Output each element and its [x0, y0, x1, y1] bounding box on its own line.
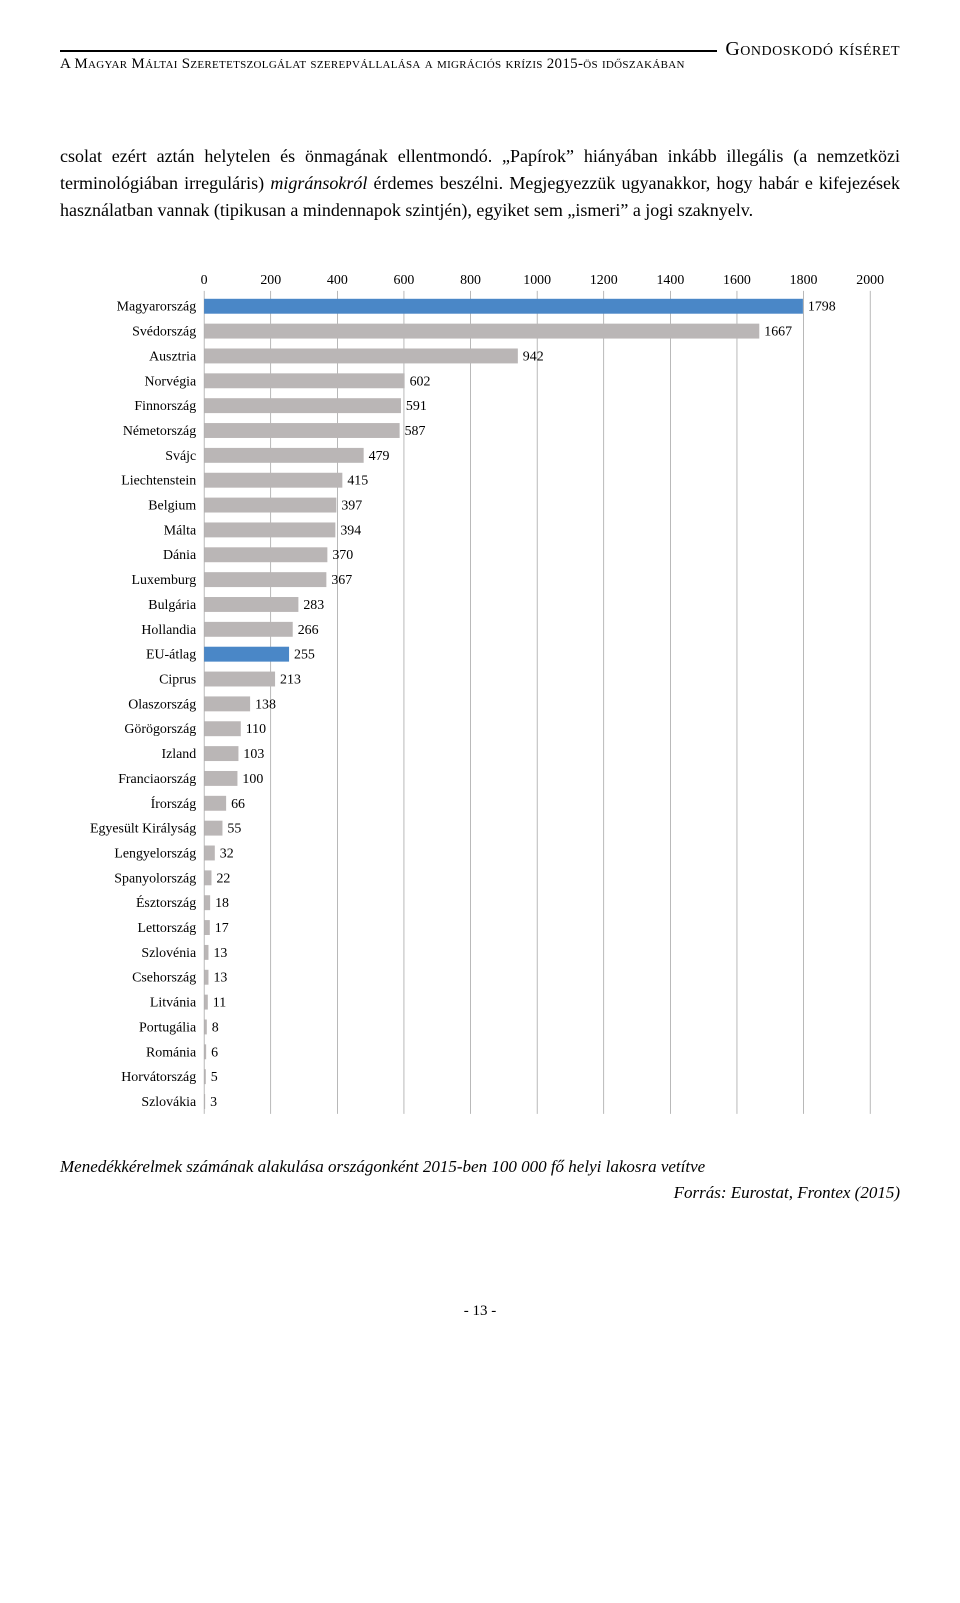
- svg-text:110: 110: [246, 722, 266, 737]
- svg-text:367: 367: [331, 573, 352, 588]
- svg-text:Írország: Írország: [151, 795, 197, 812]
- svg-text:Lettország: Lettország: [138, 921, 197, 936]
- svg-text:Németország: Németország: [123, 424, 196, 439]
- svg-text:100: 100: [242, 772, 263, 787]
- svg-text:Hollandia: Hollandia: [141, 623, 196, 638]
- svg-text:Románia: Románia: [146, 1045, 196, 1060]
- svg-text:Svájc: Svájc: [165, 449, 196, 464]
- italic-term: migránsokról: [270, 173, 367, 193]
- svg-text:Olaszország: Olaszország: [128, 697, 196, 712]
- svg-text:18: 18: [215, 896, 229, 911]
- header-rule: Gondoskodó kíséret: [60, 50, 900, 52]
- svg-text:22: 22: [216, 871, 230, 886]
- svg-text:1667: 1667: [764, 325, 792, 340]
- header-title: Gondoskodó kíséret: [717, 38, 900, 61]
- svg-text:Görögország: Görögország: [124, 722, 196, 737]
- svg-text:Litvánia: Litvánia: [150, 996, 196, 1011]
- svg-text:415: 415: [347, 474, 368, 489]
- svg-text:Portugália: Portugália: [139, 1020, 196, 1035]
- svg-text:Horvátország: Horvátország: [121, 1070, 196, 1085]
- svg-text:370: 370: [332, 548, 353, 563]
- svg-text:283: 283: [303, 598, 324, 613]
- svg-text:11: 11: [213, 996, 226, 1011]
- svg-text:1600: 1600: [723, 273, 751, 288]
- svg-text:Észtország: Észtország: [136, 894, 196, 911]
- svg-text:255: 255: [294, 648, 315, 663]
- svg-text:Ausztria: Ausztria: [149, 349, 196, 364]
- chart-source: Forrás: Eurostat, Frontex (2015): [60, 1183, 900, 1203]
- svg-text:942: 942: [523, 349, 544, 364]
- svg-text:Lengyelország: Lengyelország: [114, 846, 196, 861]
- svg-text:1200: 1200: [590, 273, 618, 288]
- svg-text:EU-átlag: EU-átlag: [146, 648, 196, 663]
- svg-text:13: 13: [213, 971, 227, 986]
- svg-text:Luxemburg: Luxemburg: [132, 573, 197, 588]
- svg-text:Izland: Izland: [161, 747, 196, 762]
- svg-text:17: 17: [215, 921, 229, 936]
- svg-text:1800: 1800: [790, 273, 818, 288]
- svg-text:0: 0: [201, 273, 208, 288]
- svg-text:Szlovénia: Szlovénia: [141, 946, 196, 961]
- svg-text:6: 6: [211, 1045, 218, 1060]
- svg-text:266: 266: [298, 623, 319, 638]
- svg-text:5: 5: [211, 1070, 218, 1085]
- chart-svg: 0 200 400 600 800 1000 1200 1400 1600 1800 2000 Mag…: [60, 264, 900, 1124]
- svg-text:Spanyolország: Spanyolország: [114, 871, 196, 886]
- svg-text:Bulgária: Bulgária: [148, 598, 196, 613]
- svg-text:479: 479: [369, 449, 390, 464]
- svg-text:587: 587: [405, 424, 426, 439]
- svg-text:Egyesült Királyság: Egyesült Királyság: [90, 822, 196, 837]
- svg-text:2000: 2000: [856, 273, 884, 288]
- svg-text:400: 400: [327, 273, 348, 288]
- svg-text:Norvégia: Norvégia: [144, 374, 196, 389]
- page-number: - 13 -: [60, 1303, 900, 1320]
- svg-text:1000: 1000: [523, 273, 551, 288]
- svg-text:600: 600: [394, 273, 415, 288]
- svg-text:591: 591: [406, 399, 427, 414]
- svg-text:1798: 1798: [808, 300, 836, 315]
- svg-text:55: 55: [227, 822, 241, 837]
- svg-text:Liechtenstein: Liechtenstein: [121, 474, 196, 489]
- chart-caption: Menedékkérelmek számának alakulása orszá…: [60, 1154, 900, 1180]
- svg-text:Málta: Málta: [164, 523, 196, 538]
- svg-text:3: 3: [210, 1095, 217, 1110]
- svg-text:Szlovákia: Szlovákia: [141, 1095, 196, 1110]
- svg-text:13: 13: [213, 946, 227, 961]
- svg-text:1400: 1400: [656, 273, 684, 288]
- svg-text:8: 8: [212, 1020, 219, 1035]
- svg-text:Franciaország: Franciaország: [118, 772, 196, 787]
- svg-text:Svédország: Svédország: [132, 325, 196, 340]
- svg-text:Csehország: Csehország: [132, 971, 196, 986]
- svg-text:602: 602: [410, 374, 431, 389]
- svg-text:800: 800: [460, 273, 481, 288]
- svg-text:213: 213: [280, 672, 301, 687]
- bar-chart: 0 200 400 600 800 1000 1200 1400 1600 1800 2000 Mag…: [60, 264, 900, 1124]
- svg-text:Ciprus: Ciprus: [159, 672, 196, 687]
- svg-text:397: 397: [341, 499, 362, 514]
- svg-text:32: 32: [220, 846, 234, 861]
- svg-text:103: 103: [243, 747, 264, 762]
- page-container: Gondoskodó kíséret A Magyar Máltai Szere…: [0, 0, 960, 1360]
- svg-text:394: 394: [340, 523, 361, 538]
- svg-text:Finnország: Finnország: [134, 399, 196, 414]
- svg-text:Belgium: Belgium: [148, 499, 196, 514]
- body-paragraph: csolat ezért aztán helytelen és önmagána…: [60, 143, 900, 224]
- svg-text:200: 200: [260, 273, 281, 288]
- svg-text:Dánia: Dánia: [163, 548, 196, 563]
- svg-text:138: 138: [255, 697, 276, 712]
- svg-text:66: 66: [231, 797, 245, 812]
- svg-text:Magyarország: Magyarország: [117, 300, 197, 315]
